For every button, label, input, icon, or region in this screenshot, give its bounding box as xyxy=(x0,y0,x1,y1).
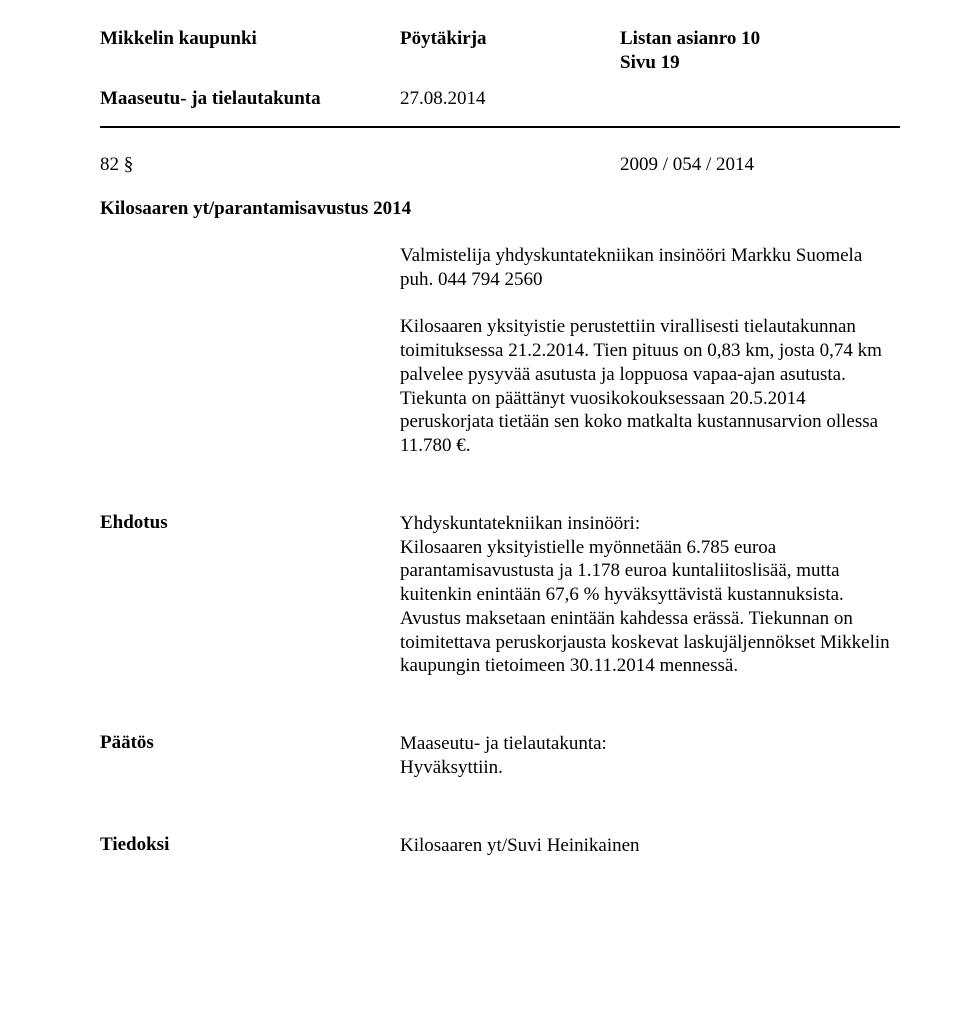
list-ref: Listan asianro 10 xyxy=(620,28,900,50)
doc-type: Pöytäkirja xyxy=(400,28,620,50)
body-paragraph: Valmistelija yhdyskuntatekniikan insinöö… xyxy=(400,244,900,458)
header-row: Mikkelin kaupunki Pöytäkirja Listan asia… xyxy=(100,28,900,50)
section-number: 82 § xyxy=(100,154,400,176)
proposal-text: Yhdyskuntatekniikan insinööri: Kilosaare… xyxy=(400,512,900,678)
info-label: Tiedoksi xyxy=(100,834,400,858)
info-block: Tiedoksi Kilosaaren yt/Suvi Heinikainen xyxy=(100,834,900,858)
org-name: Mikkelin kaupunki xyxy=(100,28,400,50)
info-text: Kilosaaren yt/Suvi Heinikainen xyxy=(400,834,900,858)
divider-line xyxy=(100,126,900,128)
decision-block: Päätös Maaseutu- ja tielautakunta: Hyväk… xyxy=(100,732,900,780)
page-number: Sivu 19 xyxy=(620,52,900,74)
meeting-date: 27.08.2014 xyxy=(400,88,486,110)
proposal-label: Ehdotus xyxy=(100,512,400,678)
subheader-row: Maaseutu- ja tielautakunta 27.08.2014 xyxy=(100,88,900,110)
committee-name: Maaseutu- ja tielautakunta xyxy=(100,88,400,110)
case-number: 2009 / 054 / 2014 xyxy=(620,154,754,176)
decision-text: Maaseutu- ja tielautakunta: Hyväksyttiin… xyxy=(400,732,900,780)
proposal-block: Ehdotus Yhdyskuntatekniikan insinööri: K… xyxy=(100,512,900,678)
section-row: 82 § 2009 / 054 / 2014 xyxy=(100,154,900,176)
section-title: Kilosaaren yt/parantamisavustus 2014 xyxy=(100,198,900,220)
decision-label: Päätös xyxy=(100,732,400,780)
